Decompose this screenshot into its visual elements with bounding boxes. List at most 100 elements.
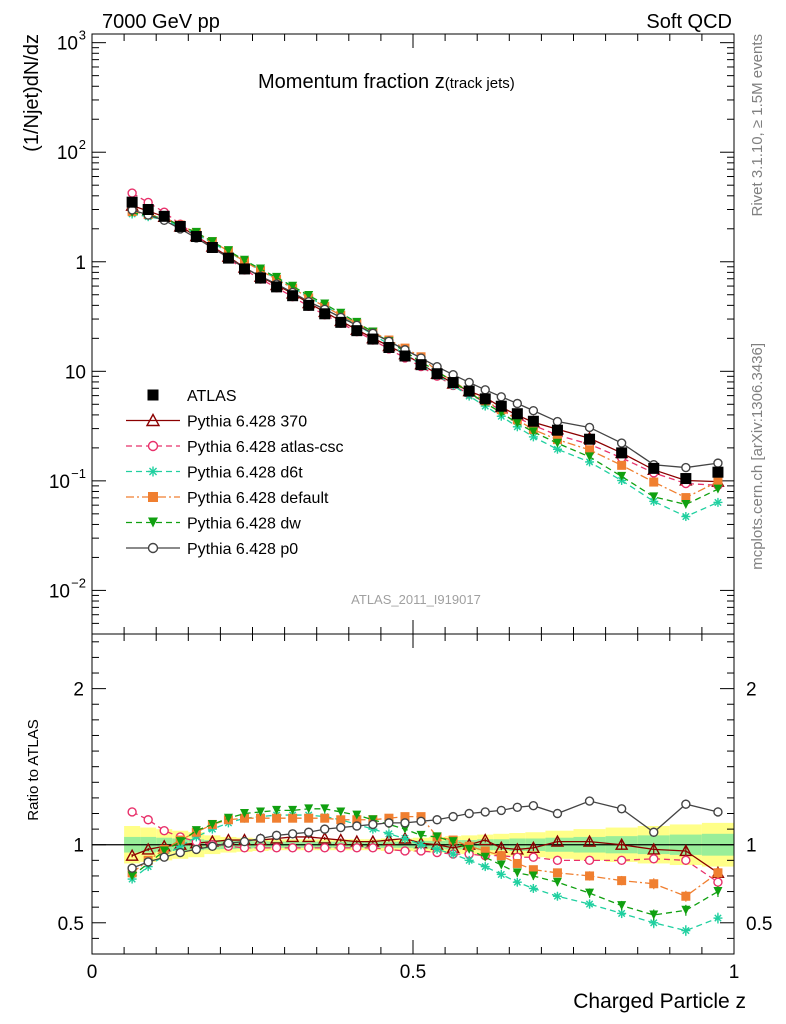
marker-square (256, 813, 266, 823)
marker-square (584, 433, 596, 445)
marker-triangle (145, 413, 161, 427)
marker-star-arm (650, 497, 658, 506)
marker-triangle-down (272, 272, 282, 282)
marker-circle (384, 818, 394, 828)
marker-circle (584, 422, 595, 433)
y-tick-label: 1 (75, 253, 86, 274)
marker-circle (496, 392, 506, 402)
marker-square (206, 241, 218, 253)
marker-triangle-down (528, 871, 538, 881)
marker-square (552, 868, 562, 878)
marker-star-arm (617, 909, 626, 918)
marker-star (148, 466, 158, 477)
marker-square (648, 462, 660, 474)
marker-square (190, 231, 202, 243)
marker-square (335, 316, 347, 328)
marker-star-arm (682, 512, 690, 521)
marker-triangle-down (159, 846, 169, 856)
marker-star (400, 833, 410, 843)
marker-triangle-down (512, 868, 522, 878)
marker-triangle (301, 829, 316, 843)
marker-circle (496, 805, 506, 816)
marker-square (272, 813, 282, 823)
marker-triangle (679, 844, 693, 857)
legend-label: Pythia 6.428 d6t (187, 465, 303, 482)
marker-triangle-down (552, 438, 562, 448)
rivet-label: Rivet 3.1.10, ≥ 1.5M events (749, 34, 766, 217)
marker-triangle-down (713, 887, 723, 897)
marker-square (255, 272, 267, 284)
marker-circle (147, 542, 159, 554)
marker-star-arm (650, 919, 658, 927)
marker-star-arm (465, 856, 473, 865)
marker-square (712, 466, 724, 478)
marker-star (464, 855, 474, 865)
marker-circle (127, 188, 137, 198)
marker-circle (616, 804, 627, 814)
marker-circle (432, 815, 442, 825)
marker-star (432, 844, 442, 854)
marker-circle (143, 815, 153, 825)
marker-triangle-down (448, 837, 458, 847)
marker-circle (713, 877, 723, 887)
marker-circle (649, 854, 659, 864)
marker-square (649, 879, 659, 889)
marker-square (174, 220, 186, 232)
marker-star (617, 908, 627, 918)
marker-square (463, 385, 475, 397)
legend-label: Pythia 6.428 p0 (187, 541, 298, 558)
legend-item: Pythia 6.428 370 (126, 413, 307, 431)
marker-square (304, 813, 314, 823)
marker-circle (681, 855, 691, 866)
marker-star-arm (148, 467, 158, 476)
marker-circle (336, 822, 346, 833)
marker-square (713, 477, 723, 487)
y-axis-label-top: (1/Njet)dN/dz (21, 34, 43, 152)
ratio-tick-label-right: 0.5 (746, 914, 772, 935)
marker-triangle-down (585, 888, 595, 898)
marker-star (496, 869, 506, 879)
marker-circle (303, 827, 314, 837)
x-tick-label: 1 (729, 962, 740, 983)
analysis-id: ATLAS_2011_I919017 (351, 592, 481, 607)
marker-triangle-down (288, 805, 298, 815)
marker-star-arm (529, 433, 538, 441)
marker-square (479, 393, 491, 405)
y-tick-label: 10 (49, 581, 70, 602)
y-tick-label: 10 (49, 472, 70, 493)
marker-circle (223, 838, 234, 848)
marker-square (585, 445, 595, 455)
marker-circle (713, 807, 723, 817)
marker-circle (512, 802, 523, 812)
marker-triangle-down (681, 905, 691, 915)
marker-triangle (318, 831, 332, 844)
marker-circle (207, 841, 218, 851)
marker-star-arm (401, 834, 409, 843)
marker-star (512, 877, 522, 887)
marker-square (649, 477, 659, 487)
marker-triangle-down (617, 471, 627, 481)
marker-square (352, 815, 362, 825)
y-tick-label: 10 (57, 143, 78, 164)
marker-triangle-down (304, 804, 314, 814)
marker-triangle-down (223, 246, 233, 256)
y-tick-exponent: −2 (71, 575, 86, 590)
marker-circle (320, 824, 330, 834)
legend-label: Pythia 6.428 default (187, 490, 329, 507)
legend-label: Pythia 6.428 dw (187, 516, 301, 533)
marker-triangle (582, 834, 597, 847)
marker-triangle (141, 842, 155, 855)
marker-circle (416, 816, 426, 827)
marker-square (287, 290, 299, 302)
marker-circle (713, 458, 723, 468)
marker-triangle-down (681, 499, 691, 509)
marker-square (148, 492, 158, 502)
marker-triangle-down (432, 832, 442, 842)
marker-triangle-down (239, 809, 249, 819)
marker-triangle-down (207, 819, 217, 829)
marker-star-arm (385, 830, 393, 838)
legend-item: Pythia 6.428 dw (126, 516, 301, 533)
marker-square (147, 389, 159, 401)
y-tick-label: 10 (65, 362, 86, 383)
marker-star-arm (513, 878, 522, 886)
